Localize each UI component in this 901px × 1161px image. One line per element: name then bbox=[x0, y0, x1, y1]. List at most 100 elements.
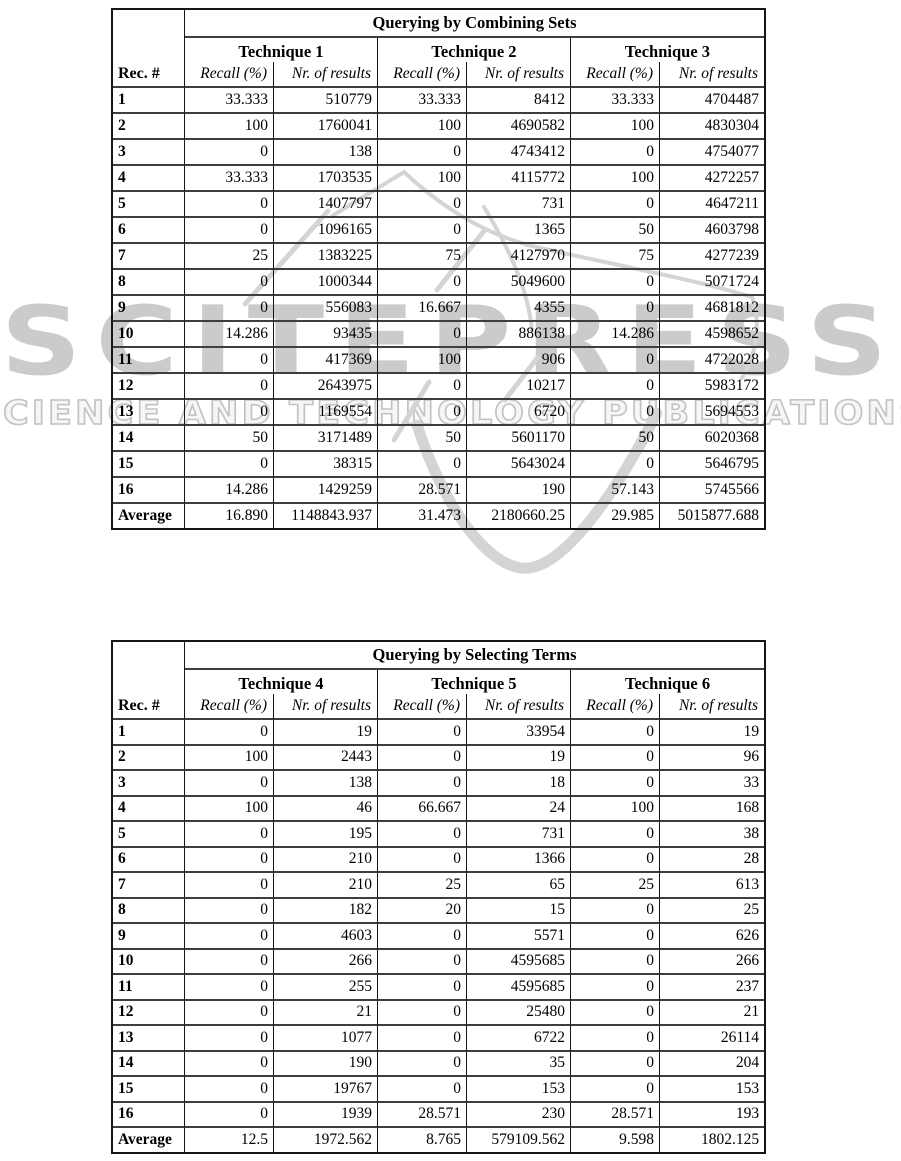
data-cell: 204 bbox=[660, 1052, 765, 1077]
header-row-title: Rec. # Querying by Combining Sets bbox=[113, 10, 764, 88]
table-row: 14 50 3171489 50 5601170 50 6020368 bbox=[113, 426, 764, 452]
data-cell: 100 bbox=[571, 796, 660, 822]
data-cell: 5643024 bbox=[467, 452, 571, 478]
data-cell: 24 bbox=[467, 796, 571, 822]
table-row: 16 14.286 1429259 28.571 190 57.143 5745566 bbox=[113, 478, 764, 504]
table-querying-by-combining-sets: Rec. # Querying by Combining Sets Techniqu… bbox=[111, 8, 766, 530]
record-number-cell: 3 bbox=[113, 140, 185, 166]
data-cell: 33 bbox=[660, 771, 765, 797]
data-cell: 417369 bbox=[274, 348, 378, 374]
table-row: 12 0 21 0 25480 0 21 bbox=[113, 1000, 765, 1026]
data-cell: 0 bbox=[185, 192, 274, 218]
data-cell: 0 bbox=[571, 1000, 660, 1026]
data-cell: 4704487 bbox=[660, 88, 764, 114]
data-cell: 190 bbox=[274, 1051, 378, 1077]
data-cell: 0 bbox=[378, 192, 467, 218]
data-cell: 0 bbox=[378, 847, 467, 873]
data-cell: 0 bbox=[378, 1026, 467, 1052]
data-cell: 75 bbox=[378, 244, 467, 270]
data-cell: 0 bbox=[185, 1077, 274, 1103]
data-cell: 0 bbox=[571, 452, 660, 478]
data-cell: 4754077 bbox=[660, 140, 764, 166]
record-number-cell: 11 bbox=[113, 348, 185, 374]
data-cell: 2443 bbox=[274, 745, 378, 771]
table-row: 9 0 556083 16.667 4355 0 4681812 bbox=[113, 296, 764, 322]
record-number-cell: 1 bbox=[113, 88, 185, 114]
data-cell: 21 bbox=[274, 1000, 378, 1026]
average-data-cell: 2180660.25 bbox=[467, 504, 571, 528]
record-number-cell: 6 bbox=[113, 218, 185, 244]
record-number-cell: 16 bbox=[113, 478, 185, 504]
data-cell: 6020368 bbox=[660, 426, 764, 452]
table-row: 4 33.333 1703535 100 4115772 100 4272257 bbox=[113, 166, 764, 192]
table-row: 1 0 19 0 33954 0 19 bbox=[113, 720, 765, 746]
data-cell: 0 bbox=[571, 192, 660, 218]
record-number-cell: 7 bbox=[113, 244, 185, 270]
data-cell: 731 bbox=[467, 192, 571, 218]
data-cell: 168 bbox=[660, 797, 765, 822]
average-data-cell: 5015877.688 bbox=[677, 507, 759, 524]
record-number-cell: 4 bbox=[113, 166, 185, 192]
data-cell: 1000344 bbox=[274, 270, 378, 296]
data-cell: 4355 bbox=[467, 296, 571, 322]
data-cell: 0 bbox=[185, 1051, 274, 1077]
data-cell: 100 bbox=[378, 114, 467, 140]
recall-column-label: Recall (%) bbox=[378, 694, 467, 720]
data-cell: 0 bbox=[571, 745, 660, 771]
data-cell: 266 bbox=[274, 949, 378, 975]
data-cell: 1169554 bbox=[274, 400, 378, 426]
data-cell: 100 bbox=[571, 166, 660, 192]
data-cell: 0 bbox=[185, 1102, 274, 1128]
data-cell: 1939 bbox=[274, 1102, 378, 1128]
data-cell: 0 bbox=[378, 745, 467, 771]
data-cell: 5694553 bbox=[660, 400, 764, 426]
data-cell: 1366 bbox=[467, 847, 571, 873]
data-cell: 0 bbox=[571, 720, 660, 746]
data-cell: 0 bbox=[185, 898, 274, 924]
results-column-label: Nr. of results bbox=[467, 694, 571, 720]
data-cell: 0 bbox=[571, 898, 660, 924]
data-cell: 35 bbox=[467, 1051, 571, 1077]
data-cell: 0 bbox=[378, 720, 467, 746]
table-row: 9 0 4603 0 5571 0 626 bbox=[113, 924, 765, 950]
data-cell: 613 bbox=[660, 873, 765, 899]
average-data-cell: 9.598 bbox=[571, 1128, 660, 1152]
results-column-label: Nr. of results bbox=[660, 694, 765, 720]
data-cell: 25 bbox=[571, 873, 660, 899]
data-cell: 0 bbox=[185, 400, 274, 426]
table-row: 7 25 1383225 75 4127970 75 4277239 bbox=[113, 244, 764, 270]
data-cell: 4272257 bbox=[660, 166, 764, 192]
data-cell: 138 bbox=[274, 771, 378, 797]
table-row: 13 0 1077 0 6722 0 26114 bbox=[113, 1026, 765, 1052]
data-cell: 237 bbox=[660, 975, 765, 1001]
average-data-cell: 1148843.937 bbox=[274, 504, 378, 528]
record-number-cell: 12 bbox=[113, 374, 185, 400]
average-data-cell: 579109.562 bbox=[467, 1128, 571, 1152]
data-cell: 33.333 bbox=[378, 88, 467, 114]
data-cell: 731 bbox=[467, 822, 571, 848]
data-cell: 6720 bbox=[467, 400, 571, 426]
data-cell: 75 bbox=[571, 244, 660, 270]
data-cell: 25480 bbox=[467, 1000, 571, 1026]
data-cell: 14.286 bbox=[185, 322, 274, 348]
data-cell: 4743412 bbox=[467, 140, 571, 166]
average-data-cell: 1972.562 bbox=[274, 1128, 378, 1152]
recall-column-label: Recall (%) bbox=[571, 62, 660, 88]
data-cell: 100 bbox=[378, 348, 467, 374]
average-label-cell: Average bbox=[113, 504, 185, 528]
table-row: 3 0 138 0 4743412 0 4754077 bbox=[113, 140, 764, 166]
data-cell: 0 bbox=[185, 720, 274, 746]
record-number-cell: 16 bbox=[113, 1102, 185, 1128]
results-column-label: Nr. of results bbox=[274, 62, 378, 88]
data-cell: 25 bbox=[660, 899, 765, 924]
data-cell: 0 bbox=[378, 374, 467, 400]
record-number-cell: 10 bbox=[113, 949, 185, 975]
data-cell: 5745566 bbox=[660, 478, 764, 504]
data-cell: 5571 bbox=[467, 924, 571, 950]
data-cell: 5646795 bbox=[660, 452, 764, 478]
table-row: 1 33.333 510779 33.333 8412 33.333 4704487 bbox=[113, 88, 764, 114]
data-cell: 19 bbox=[274, 720, 378, 746]
table-row: 10 14.286 93435 0 886138 14.286 4598652 bbox=[113, 322, 764, 348]
data-cell: 0 bbox=[378, 771, 467, 797]
